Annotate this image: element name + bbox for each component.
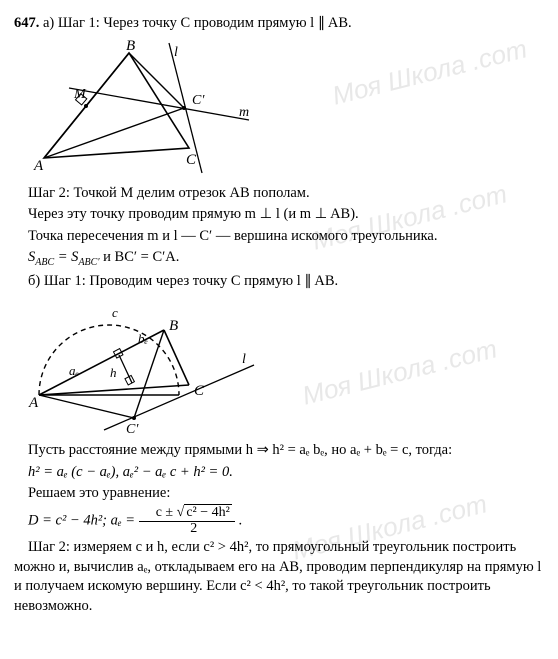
partA-step2-p1: Шаг 2: Точкой M делим отрезок AB пополам… [14, 184, 544, 204]
problem-number: 647. [14, 15, 39, 31]
partA-equal-areas: SABC = SABC′ и BC′ = C′A. [14, 248, 544, 269]
eqD-left: D = c² − 4h²; aₑ = [28, 512, 139, 528]
svg-text:B: B [169, 318, 178, 334]
eqD-frac: c ± √c² − 4h² 2 [139, 506, 235, 536]
sub-abcp: ABC′ [78, 257, 99, 268]
partB-text1: Пусть расстояние между прямыми h ⇒ h² = … [14, 441, 544, 461]
partB-text2: Решаем это уравнение: [14, 484, 544, 504]
svg-text:A: A [28, 395, 39, 411]
problem-header: 647. а) Шаг 1: Через точку C проводим пр… [14, 14, 544, 34]
svg-text:C: C [186, 152, 197, 168]
eqD-den: 2 [139, 522, 235, 537]
partA-step1: а) Шаг 1: Через точку C проводим прямую … [43, 15, 352, 31]
partA-step2-p2: Через эту точку проводим прямую m ⊥ l (и… [14, 205, 544, 225]
svg-text:aₑ: aₑ [69, 363, 79, 378]
eq-tail: и BC′ = C′A. [100, 249, 180, 265]
partB-step2: Шаг 2: измеряем c и h, если c² > 4h², то… [14, 538, 544, 616]
svg-text:C′: C′ [126, 422, 139, 435]
partA-step2-p3: Точка пересечения m и l — C′ — вершина и… [14, 227, 544, 247]
svg-text:bₑ: bₑ [138, 331, 148, 346]
svg-text:h: h [110, 365, 117, 380]
svg-text:m: m [239, 105, 249, 120]
svg-text:A: A [33, 158, 44, 174]
svg-text:l: l [174, 45, 178, 60]
diagram-b: A B l C′ h aₑ bₑ c C [14, 295, 264, 435]
svg-text:l: l [242, 352, 246, 367]
partB-eqD: D = c² − 4h²; aₑ = c ± √c² − 4h² 2 . [14, 506, 544, 536]
sub-abc: ABC [35, 257, 54, 268]
partB-step1: б) Шаг 1: Проводим через точку C прямую … [14, 272, 544, 292]
svg-text:C′: C′ [192, 93, 205, 108]
svg-text:c: c [112, 305, 118, 320]
s-symbol2: = S [54, 249, 78, 265]
partB-eq1: h² = aₑ (c − aₑ), aₑ² − aₑ c + h² = 0. [14, 463, 544, 483]
svg-text:C: C [194, 383, 205, 399]
svg-text:B: B [126, 38, 135, 54]
diagram-a: l m M C′ A B C [14, 38, 254, 178]
